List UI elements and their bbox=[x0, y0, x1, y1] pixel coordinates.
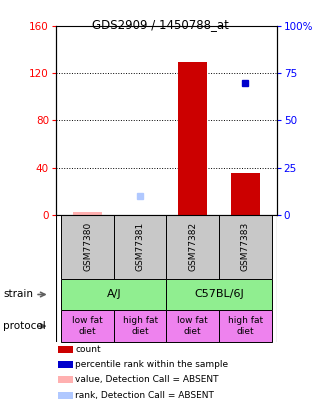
Text: low fat
diet: low fat diet bbox=[177, 316, 208, 336]
Bar bbox=[58, 392, 73, 399]
Text: count: count bbox=[76, 345, 101, 354]
Bar bbox=[58, 376, 73, 384]
Text: protocol: protocol bbox=[3, 321, 46, 331]
Bar bbox=[219, 310, 272, 342]
Bar bbox=[61, 215, 114, 279]
Bar bbox=[58, 361, 73, 368]
Text: GDS2909 / 1450788_at: GDS2909 / 1450788_at bbox=[92, 18, 228, 31]
Text: GSM77380: GSM77380 bbox=[83, 222, 92, 271]
Text: low fat
diet: low fat diet bbox=[72, 316, 103, 336]
Bar bbox=[178, 62, 207, 215]
Bar bbox=[114, 310, 166, 342]
Bar bbox=[61, 310, 114, 342]
Text: percentile rank within the sample: percentile rank within the sample bbox=[76, 360, 228, 369]
Bar bbox=[219, 215, 272, 279]
Bar bbox=[58, 345, 73, 353]
Bar bbox=[166, 310, 219, 342]
Bar bbox=[231, 173, 260, 215]
Bar bbox=[114, 215, 166, 279]
Text: rank, Detection Call = ABSENT: rank, Detection Call = ABSENT bbox=[76, 391, 214, 400]
Bar bbox=[61, 279, 166, 310]
Text: A/J: A/J bbox=[107, 290, 121, 300]
Text: GSM77381: GSM77381 bbox=[136, 222, 145, 271]
Text: GSM77382: GSM77382 bbox=[188, 222, 197, 271]
Bar bbox=[73, 212, 102, 215]
Text: C57BL/6J: C57BL/6J bbox=[194, 290, 244, 300]
Text: strain: strain bbox=[3, 290, 33, 300]
Text: GSM77383: GSM77383 bbox=[241, 222, 250, 271]
Text: high fat
diet: high fat diet bbox=[123, 316, 158, 336]
Bar bbox=[166, 279, 272, 310]
Text: value, Detection Call = ABSENT: value, Detection Call = ABSENT bbox=[76, 375, 219, 384]
Text: high fat
diet: high fat diet bbox=[228, 316, 263, 336]
Bar bbox=[166, 215, 219, 279]
